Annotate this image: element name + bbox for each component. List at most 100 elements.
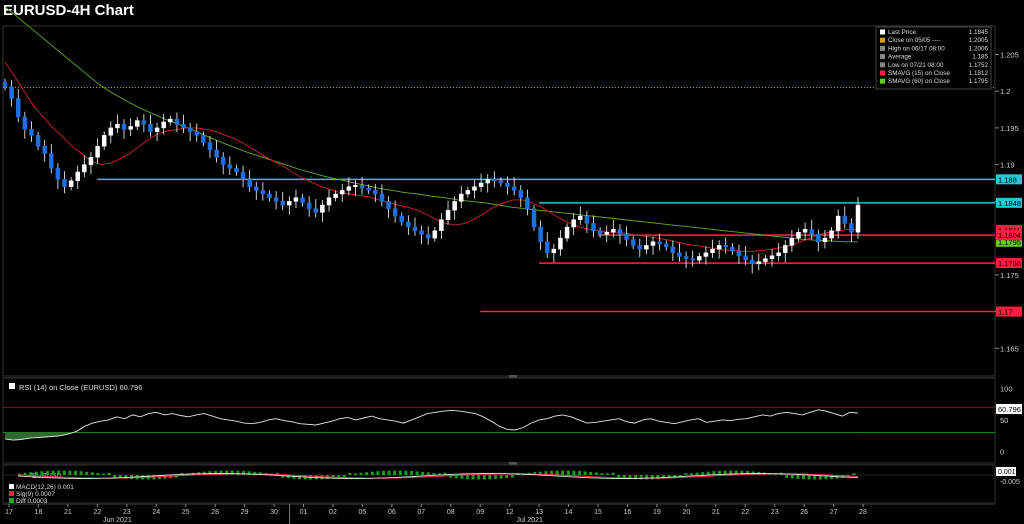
macd-diff-bar <box>701 472 705 475</box>
legend-marker <box>880 62 885 68</box>
macd-diff-bar <box>600 473 604 475</box>
macd-diff-bar <box>376 471 380 475</box>
candle-down <box>663 243 669 248</box>
candle-up <box>776 252 781 256</box>
macd-diff-bar <box>102 473 105 475</box>
macd-diff-bar <box>454 475 458 479</box>
macd-diff-bar <box>662 475 665 479</box>
candle-down <box>849 223 854 233</box>
candle-down <box>35 135 41 147</box>
macd-diff-bar <box>796 475 800 479</box>
candle-down <box>630 239 636 246</box>
legend-value: 1.1795 <box>969 78 989 85</box>
price-tick-label: 1.165 <box>1000 344 1019 353</box>
candle-up <box>445 209 451 220</box>
macd-diff-bar <box>214 470 217 475</box>
panel-splitter-handle-2[interactable] <box>509 462 517 465</box>
candle-up <box>650 241 656 246</box>
x-day-label: 22 <box>93 509 101 516</box>
candle-up <box>611 229 616 233</box>
x-day-label: 05 <box>359 509 367 516</box>
panel-splitter-handle-1[interactable] <box>509 375 517 378</box>
macd-tick-label: -0.005 <box>1000 479 1020 486</box>
candle-down <box>22 116 28 130</box>
panel-splitter-bottom[interactable] <box>3 463 995 465</box>
candle-up <box>478 182 484 187</box>
macd-diff-bar <box>219 470 223 475</box>
tag-level-4-bg <box>996 306 1022 317</box>
candle-up <box>439 219 444 232</box>
candle-down <box>121 123 127 130</box>
rsi-panel: RSI (14) on Close (EURUSD) 60.796 0 50 100… <box>2 377 1022 464</box>
macd-diff-bar <box>628 475 632 479</box>
rsi-line <box>4 409 859 441</box>
legend-label: Average <box>888 54 912 61</box>
candle-up <box>822 237 828 243</box>
tag-sma-1-bg <box>996 236 1022 247</box>
candle-down <box>220 157 226 165</box>
candle-down <box>234 168 239 173</box>
candle-up <box>154 127 160 132</box>
candle-down <box>809 229 814 235</box>
macd-diff-bar <box>852 473 856 475</box>
macd-diff-bar <box>594 472 598 475</box>
candle-up <box>68 180 74 187</box>
legend-label: Close on 05/05 ---- <box>888 37 941 44</box>
tag-level-0: 1.188 <box>998 175 1017 184</box>
macd-diff-bar <box>275 472 279 475</box>
candle-down <box>597 230 603 235</box>
x-day-label: 01 <box>300 509 308 516</box>
rsi-last-tag-bg <box>996 404 1022 414</box>
sma60-line <box>4 6 858 243</box>
x-day-label: 18 <box>35 509 43 516</box>
macd-diff-bar <box>337 475 341 479</box>
x-day-label: 23 <box>771 509 779 516</box>
candle-up <box>115 123 120 129</box>
price-tick-label: 1.195 <box>1000 124 1019 133</box>
rsi-legend-marker <box>9 383 15 389</box>
candle-up <box>763 258 768 262</box>
macd-diff-bar <box>410 470 413 475</box>
panel-splitter-top[interactable] <box>3 376 995 378</box>
rsi-tick-label: 0 <box>1000 448 1004 457</box>
chart-title: EURUSD-4H Chart <box>3 2 134 19</box>
macd-diff-bar <box>499 475 503 479</box>
tag-level-1-bg <box>996 197 1022 208</box>
macd-diff-bar <box>432 472 436 475</box>
legend-value: 1.2006 <box>969 45 989 52</box>
macd-diff-bar <box>281 475 285 478</box>
candle-down <box>313 208 319 213</box>
candle-down <box>181 123 186 129</box>
macd-diff-bar <box>466 475 469 480</box>
candle-down <box>531 208 537 228</box>
macd-diff-bar <box>830 475 833 479</box>
candle-down <box>723 245 729 248</box>
macd-diff-bar <box>359 472 363 475</box>
legend-label: SMAVG (60) on Close <box>888 78 950 85</box>
candle-down <box>683 256 689 259</box>
legend-label: SMAVG (15) on Close <box>888 70 950 77</box>
rsi-legend-label: RSI (14) on Close (EURUSD) 60.796 <box>19 383 142 392</box>
macd-diff-bar <box>561 470 565 475</box>
candle-up <box>465 190 471 195</box>
macd-diff-bar <box>18 473 21 475</box>
tag-level-4: 1.17 <box>998 308 1013 317</box>
candle-up <box>353 184 358 187</box>
macd-diff-bar <box>824 475 828 480</box>
macd-diff-bar <box>566 470 570 475</box>
price-tick-label: 1.2 <box>1000 87 1010 96</box>
candle-up <box>644 245 649 250</box>
candle-up <box>697 256 702 261</box>
legend-label: High on 06/17 08:00 <box>888 45 945 52</box>
macd-diff-bar <box>684 473 688 475</box>
price-legend: Last Price 1.1845 Close on 05/05 ---- 1.200… <box>875 26 992 90</box>
macd-diff-bar <box>426 472 430 475</box>
price-panel-frame <box>2 25 996 377</box>
macd-diff-bar <box>645 475 649 480</box>
macd-diff-bar <box>236 470 240 475</box>
price-tick-label: 1.175 <box>1000 271 1019 280</box>
tag-level-0-bg <box>996 174 1022 185</box>
candle-up <box>108 127 114 136</box>
